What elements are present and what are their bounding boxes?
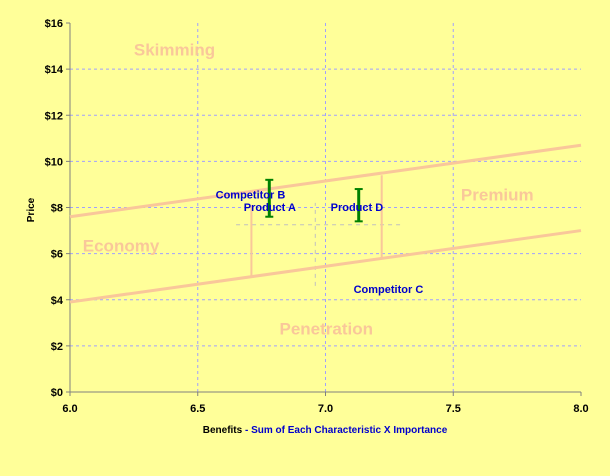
x-tick-label: 7.5 xyxy=(446,403,461,415)
y-tick-label: $14 xyxy=(45,64,64,76)
y-axis-title: Price xyxy=(26,197,37,222)
y-tick-label: $0 xyxy=(51,387,63,399)
grid-layer xyxy=(70,23,581,392)
x-tick-label: 6.0 xyxy=(62,403,77,415)
y-tick-label: $4 xyxy=(51,295,64,307)
x-axis-title-suffix: Sum of Each Characteristic X Importance xyxy=(251,425,448,436)
y-tick-label: $16 xyxy=(45,18,63,30)
lower-boundary-line xyxy=(69,229,582,304)
x-tick-label: 7.0 xyxy=(318,403,333,415)
x-axis-title: Benefits - Sum of Each Characteristic X … xyxy=(203,425,448,436)
axis-layer xyxy=(66,22,582,396)
mark-layer xyxy=(265,178,363,223)
line-layer xyxy=(69,143,582,304)
x-tick-label: 8.0 xyxy=(573,403,588,415)
y-tick-label: $6 xyxy=(51,249,63,261)
point-label: Competitor C xyxy=(354,284,424,296)
region-label: Economy xyxy=(83,236,160,255)
y-tick-label: $12 xyxy=(45,110,63,122)
region-label: Penetration xyxy=(280,319,374,338)
region-label: Skimming xyxy=(134,40,215,59)
upper-boundary-line xyxy=(69,143,582,219)
point-label: Product D xyxy=(331,202,384,214)
point-label: Product A xyxy=(244,202,296,214)
x-tick-label: 6.5 xyxy=(190,403,205,415)
point-label: Competitor B xyxy=(216,189,286,201)
y-tick-label: $2 xyxy=(51,341,63,353)
x-axis-title-main: Benefits xyxy=(203,425,243,436)
region-label: Premium xyxy=(461,186,534,205)
y-tick-label: $8 xyxy=(51,203,63,215)
y-tick-label: $10 xyxy=(45,156,63,168)
text-layer: $0 $2 $4 $6 $8 $10 $12 $14 $16 6.0 6.5 7.0 7.5 8.0 Ski… xyxy=(45,18,589,415)
x-axis-title-separator: - xyxy=(242,425,251,436)
